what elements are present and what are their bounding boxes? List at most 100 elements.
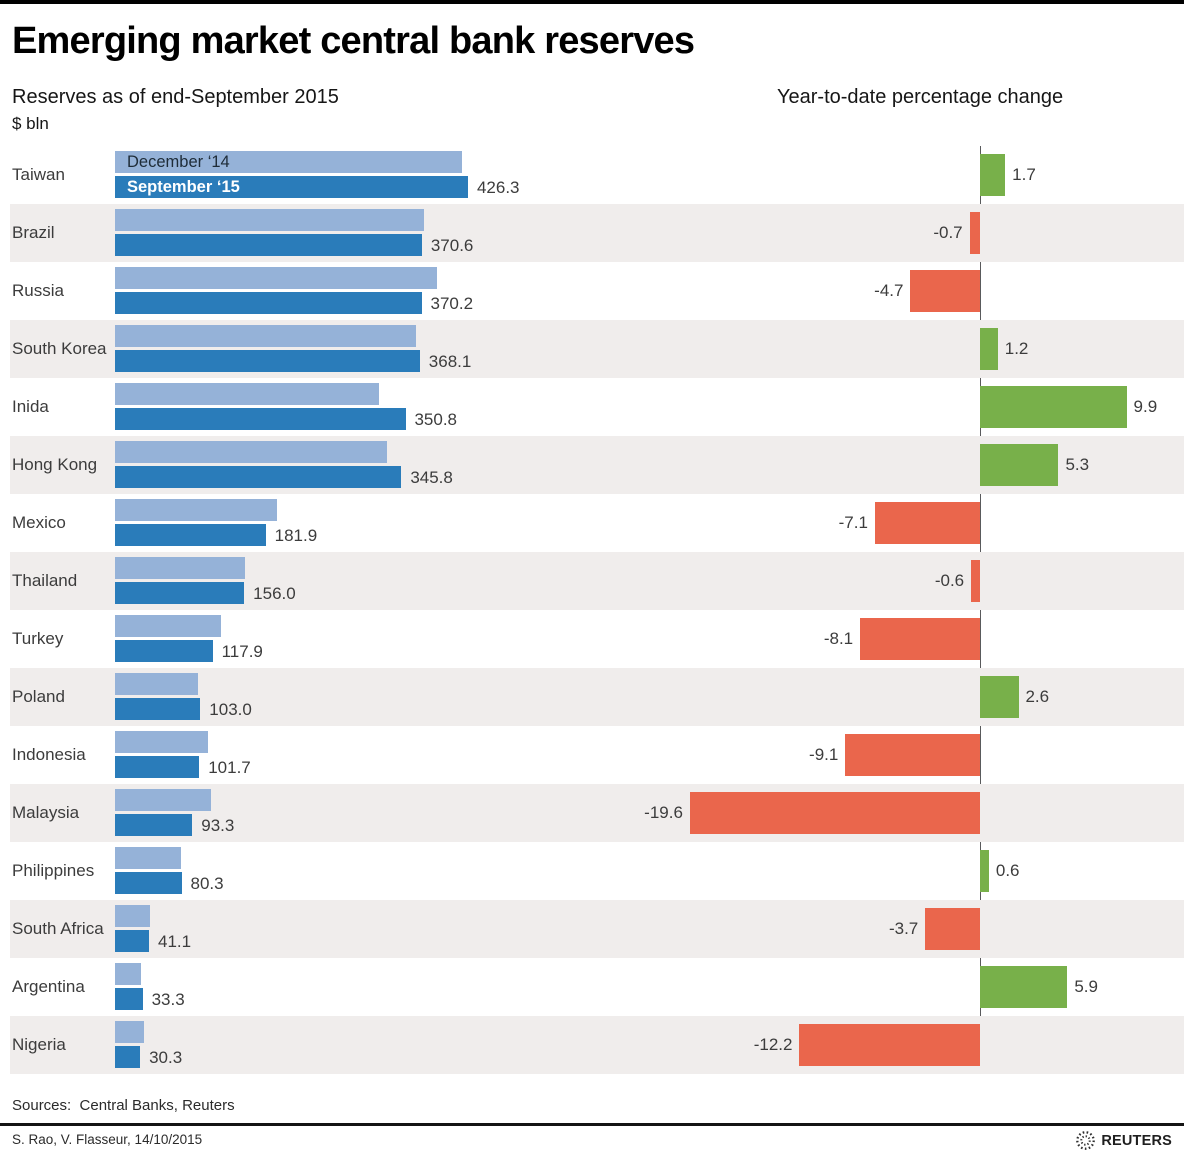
chart-row: South Africa 41.1 -3.7	[0, 900, 1184, 958]
pct-change-bar	[969, 212, 981, 254]
reserve-value-label: 370.6	[430, 236, 474, 255]
country-label: Russia	[12, 281, 64, 300]
december-14-bar	[115, 789, 211, 811]
reuters-logo-text: REUTERS	[1101, 1132, 1172, 1149]
legend-december-14: December ‘14	[127, 153, 230, 171]
pct-change-label: -3.7	[888, 919, 919, 938]
pct-change-bar	[925, 908, 981, 950]
pct-change-bar	[980, 676, 1019, 718]
unit-label: $ bln	[12, 114, 49, 133]
country-label: Inida	[12, 397, 49, 416]
september-15-bar	[115, 466, 402, 488]
chart-row: Thailand 156.0 -0.6	[0, 552, 1184, 610]
reserve-value-label: 370.2	[430, 294, 474, 313]
right-panel-header: Year-to-date percentage change	[777, 86, 1064, 108]
chart-row: South Korea 368.1 1.2	[0, 320, 1184, 378]
december-14-bar	[115, 963, 141, 985]
chart-row: Poland 103.0 2.6	[0, 668, 1184, 726]
country-label: Hong Kong	[12, 455, 98, 474]
chart-row: Philippines 80.3 0.6	[0, 842, 1184, 900]
reserve-value-label: 41.1	[158, 932, 192, 951]
reuters-logo-icon	[1076, 1131, 1096, 1150]
footer-divider	[0, 1123, 1184, 1126]
pct-change-label: 1.7	[1012, 165, 1036, 184]
country-label: Argentina	[12, 977, 85, 996]
december-14-bar	[115, 905, 151, 927]
reserve-value-label: 426.3	[476, 178, 520, 197]
country-label: Mexico	[12, 513, 66, 532]
reserve-value-label: 368.1	[428, 352, 472, 371]
september-15-bar	[115, 872, 182, 894]
left-panel-header: Reserves as of end-September 2015	[12, 86, 339, 108]
pct-change-bar	[845, 734, 980, 776]
pct-change-label: 5.3	[1065, 455, 1090, 474]
chart-row: Hong Kong 345.8 5.3	[0, 436, 1184, 494]
reserve-value-label: 80.3	[190, 874, 224, 893]
september-15-bar	[115, 814, 193, 836]
reuters-logo: REUTERS	[1075, 1130, 1172, 1151]
reserve-value-label: 181.9	[274, 526, 318, 545]
pct-change-label: -4.7	[874, 281, 904, 300]
pct-change-label: -0.6	[934, 571, 965, 590]
chart-row: Inida 350.8 9.9	[0, 378, 1184, 436]
chart-row: Brazil 370.6 -0.7	[0, 204, 1184, 262]
chart-row: Argentina 33.3 5.9	[0, 958, 1184, 1016]
september-15-bar	[115, 640, 213, 662]
december-14-bar: December ‘14	[115, 151, 463, 173]
reserve-value-label: 117.9	[221, 642, 263, 661]
chart-row: Taiwan December ‘14 September ‘15 426.3 1.7	[0, 146, 1184, 204]
chart-row: Turkey 117.9 -8.1	[0, 610, 1184, 668]
country-label: Brazil	[12, 223, 55, 242]
pct-change-bar	[860, 618, 980, 660]
reserve-value-label: 345.8	[410, 468, 453, 487]
country-label: Poland	[12, 687, 65, 706]
september-15-bar	[115, 930, 149, 952]
september-15-bar	[115, 988, 143, 1010]
september-15-bar	[115, 756, 200, 778]
chart-row: Russia 370.2 -4.7	[0, 262, 1184, 320]
pct-change-label: 5.9	[1074, 977, 1098, 996]
september-15-bar	[115, 698, 201, 720]
pct-change-bar	[980, 444, 1059, 486]
zero-baseline	[980, 146, 981, 1074]
country-label: Thailand	[12, 571, 78, 590]
december-14-bar	[115, 847, 182, 869]
september-15-bar: September ‘15	[115, 176, 468, 198]
december-14-bar	[115, 615, 222, 637]
country-label: Philippines	[12, 861, 95, 880]
pct-change-label: 2.6	[1025, 687, 1050, 706]
september-15-bar	[115, 234, 422, 256]
pct-change-label: -8.1	[823, 629, 854, 648]
pct-change-bar	[799, 1024, 981, 1066]
country-label: Nigeria	[12, 1035, 66, 1054]
reserve-value-label: 156.0	[253, 584, 296, 603]
reserve-value-label: 350.8	[414, 410, 457, 429]
pct-change-bar	[980, 966, 1068, 1008]
september-15-bar	[115, 1046, 141, 1068]
legend-september-15: September ‘15	[127, 178, 240, 196]
country-label: South Africa	[12, 919, 104, 938]
pct-change-bar	[980, 154, 1006, 196]
chart-row: Nigeria 30.3 -12.2	[0, 1016, 1184, 1074]
september-15-bar	[115, 524, 266, 546]
pct-change-bar	[874, 502, 980, 544]
chart-row: Malaysia 93.3 -19.6	[0, 784, 1184, 842]
december-14-bar	[115, 673, 199, 695]
december-14-bar	[115, 731, 208, 753]
september-15-bar	[115, 292, 422, 314]
reserve-value-label: 103.0	[209, 700, 252, 719]
byline: S. Rao, V. Flasseur, 14/10/2015	[12, 1132, 203, 1147]
pct-change-bar	[980, 328, 998, 370]
december-14-bar	[115, 325, 417, 347]
country-label: South Korea	[12, 339, 107, 358]
reserve-value-label: 30.3	[149, 1048, 183, 1067]
pct-change-label: -12.2	[753, 1035, 793, 1054]
pct-change-label: 9.9	[1133, 397, 1158, 416]
country-label: Indonesia	[12, 745, 86, 764]
september-15-bar	[115, 582, 245, 604]
december-14-bar	[115, 1021, 144, 1043]
pct-change-label: 1.2	[1004, 339, 1029, 358]
pct-change-label: -9.1	[809, 745, 839, 764]
september-15-bar	[115, 408, 406, 430]
top-accent-bar	[0, 0, 1184, 4]
